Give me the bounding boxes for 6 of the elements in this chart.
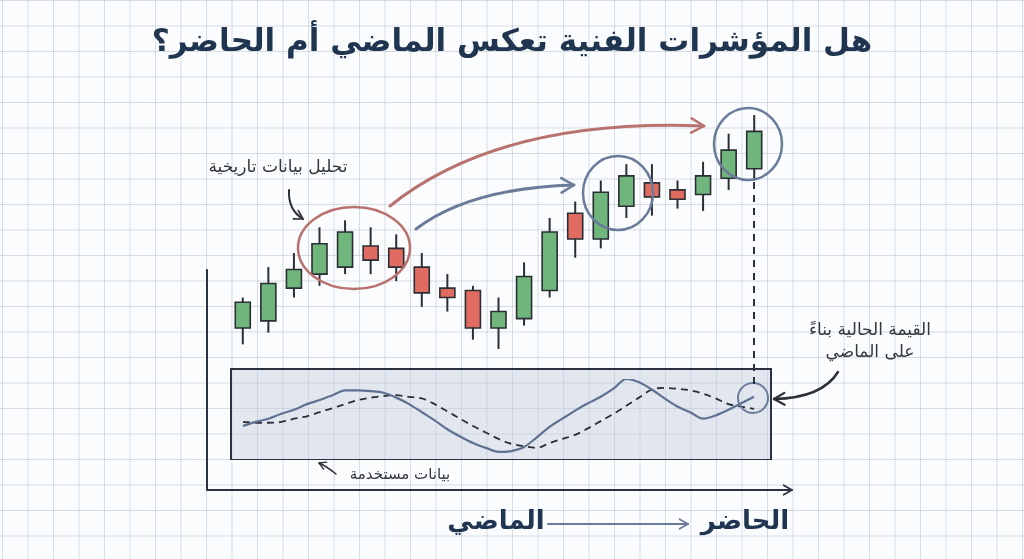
text: بيانات مستخدمة <box>348 465 452 485</box>
chart-title: هل المؤشرات الفنية تعكس الماضي أم الحاضر؟ <box>150 20 874 61</box>
text: الحاضر <box>698 504 791 538</box>
text: القيمة الحالية بناءً على الماضي <box>808 318 932 363</box>
text: الماضي <box>446 504 546 537</box>
annotation: تحليل بيانات تاريخية <box>207 155 349 178</box>
